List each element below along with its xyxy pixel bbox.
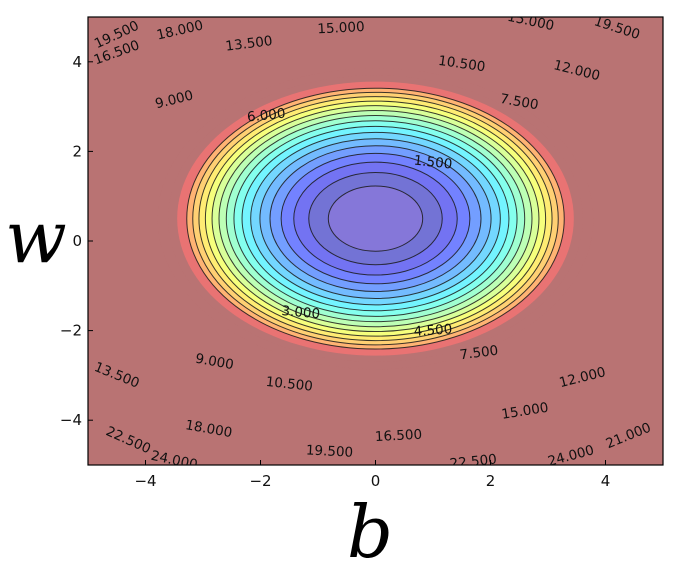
contour-label-text: 10.500 [265,374,314,395]
contour-label: 3.000 [281,303,321,322]
contour-label: 4.500 [413,321,453,340]
contour-labels: 1.5003.0004.5006.0007.5007.5009.0009.000… [92,17,654,472]
contour-label: 13.500 [225,33,274,55]
contour-label-text: 7.500 [499,91,540,113]
contour-label-text: 19.500 [305,442,353,460]
contour-line [198,96,553,342]
y-tick-label: 2 [72,142,82,160]
contour-line [308,171,443,266]
x-tick-label: 0 [371,472,381,490]
contour-label-text: 15.000 [317,19,365,37]
contour-line [218,109,533,328]
x-axis-title: b [347,490,393,569]
contour-label-text: 10.500 [437,53,486,75]
x-tick-label: 2 [486,472,496,490]
contour-line [250,131,501,306]
x-axis: −4 −2 0 2 4 [134,460,610,490]
contour-line [280,152,471,285]
contour-label: 7.500 [459,343,499,364]
contour-label-text: 16.500 [374,427,422,445]
contour-label: 16.500 [374,427,422,445]
contour-label-text: 7.500 [459,343,499,364]
contour-label: 22.500 [449,451,498,472]
contour-label-text: 9.000 [194,351,235,373]
contour-label-text: 13.500 [225,33,274,55]
contour-line [241,125,510,312]
contour-lines-layer [186,87,565,350]
y-tick-label: −2 [60,322,82,340]
y-tick-label: 0 [72,232,82,250]
contour-line [211,105,540,333]
contour-label-text: 3.000 [281,303,321,322]
contour-label-text: 4.500 [413,321,453,340]
contour-label: 19.500 [305,442,353,460]
contour-label: 15.000 [500,400,549,423]
contour-label: 7.500 [499,91,540,113]
y-axis: −4 −2 0 2 4 [60,53,93,429]
y-tick-label: 4 [72,53,82,71]
x-tick-label: −4 [134,472,156,490]
contour-line [186,87,565,350]
y-axis-title: w [5,195,67,279]
contour-line [192,91,559,346]
contour-label-text: 6.000 [246,106,286,126]
contour-line [225,115,526,323]
contour-band-center [328,186,423,252]
x-tick-label: 4 [601,472,611,490]
contour-line [204,100,547,337]
contour-line [293,161,458,276]
contour-line [327,185,424,252]
y-tick-label: −4 [60,411,82,429]
contour-label-text: 22.500 [449,451,498,472]
contour-line [259,138,492,299]
contour-label: 1.500 [413,153,453,173]
x-tick-label: −2 [249,472,271,490]
contour-fill-layer [88,17,663,465]
contour-line [269,145,482,292]
contour-label-text: 1.500 [413,153,453,173]
contour-label-text: 15.000 [500,400,549,423]
contour-label: 10.500 [265,374,314,395]
contour-label: 15.000 [317,19,365,37]
contour-line [233,120,518,317]
contour-label: 9.000 [194,351,235,373]
contour-label: 6.000 [246,106,286,126]
contour-label: 10.500 [437,53,486,75]
